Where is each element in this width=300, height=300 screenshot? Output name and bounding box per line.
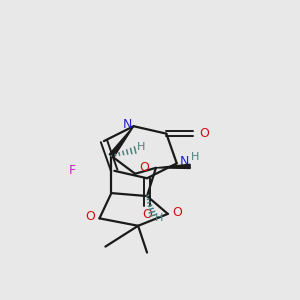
Polygon shape: [109, 126, 134, 158]
Text: O: O: [85, 210, 95, 224]
Text: O: O: [139, 161, 149, 174]
Text: N: N: [179, 155, 189, 168]
Text: F: F: [69, 164, 76, 177]
Text: O: O: [172, 206, 182, 219]
Text: N: N: [122, 118, 132, 131]
Polygon shape: [156, 164, 190, 168]
Text: H: H: [191, 152, 200, 162]
Text: H: H: [137, 142, 145, 152]
Text: O: O: [142, 208, 152, 221]
Text: H: H: [155, 213, 163, 224]
Text: O: O: [200, 127, 209, 140]
